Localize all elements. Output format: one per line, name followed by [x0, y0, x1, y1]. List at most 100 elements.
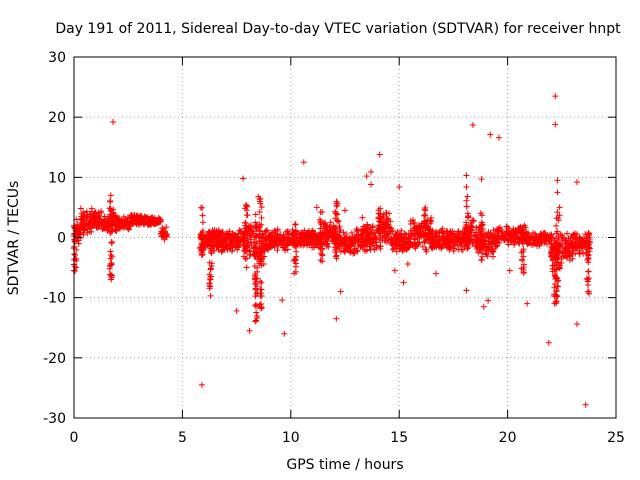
data-point	[479, 212, 486, 219]
data-point	[132, 216, 139, 223]
data-point	[321, 227, 328, 234]
data-point	[207, 248, 214, 255]
data-point	[420, 212, 427, 219]
data-point	[332, 225, 339, 232]
data-point	[552, 121, 559, 128]
data-point	[537, 230, 544, 237]
data-point	[77, 205, 84, 212]
data-point	[94, 224, 101, 231]
data-point	[118, 219, 125, 226]
data-point	[528, 242, 535, 249]
data-point	[434, 238, 441, 245]
data-point	[478, 256, 485, 263]
data-point	[253, 317, 260, 324]
data-point	[336, 223, 343, 230]
data-point	[244, 248, 251, 255]
tick-labels: 0 5 10 15 20 25 -30 -20 -10 0 10 20 30	[43, 50, 625, 446]
data-point	[490, 248, 497, 255]
data-point	[485, 297, 492, 304]
data-point	[80, 231, 87, 238]
x-tick-label: 0	[70, 430, 79, 446]
data-point	[553, 254, 560, 261]
data-point	[267, 237, 274, 244]
data-point	[219, 231, 226, 238]
data-point	[234, 246, 241, 253]
data-point	[429, 227, 436, 234]
data-point	[463, 172, 470, 179]
data-point	[494, 226, 501, 233]
data-point	[323, 243, 330, 250]
data-point	[553, 266, 560, 273]
data-point	[465, 230, 472, 237]
data-point	[548, 231, 555, 238]
data-point	[562, 252, 569, 259]
data-point	[258, 279, 265, 286]
data-point	[339, 238, 346, 245]
data-point	[208, 247, 215, 254]
data-point	[202, 242, 209, 249]
data-point	[258, 286, 265, 293]
data-point	[386, 210, 393, 217]
data-point	[377, 233, 384, 240]
data-point	[163, 233, 170, 240]
data-point	[488, 232, 495, 239]
data-point	[408, 233, 415, 240]
data-point	[326, 223, 333, 230]
data-point	[583, 237, 590, 244]
data-point	[308, 240, 315, 247]
data-point	[554, 278, 561, 285]
data-point	[162, 230, 169, 237]
data-point	[419, 225, 426, 232]
data-point	[240, 175, 247, 182]
data-point	[252, 238, 259, 245]
data-point	[214, 243, 221, 250]
data-point	[489, 248, 496, 255]
data-point	[398, 234, 405, 241]
data-point	[108, 222, 115, 229]
data-point	[93, 213, 100, 220]
data-point	[485, 238, 492, 245]
data-point	[506, 267, 513, 274]
data-point	[463, 183, 470, 190]
data-point	[452, 237, 459, 244]
data-point	[129, 214, 136, 221]
data-point	[528, 235, 535, 242]
data-point	[354, 248, 361, 255]
data-point	[403, 242, 410, 249]
data-point	[251, 263, 258, 270]
data-point	[317, 250, 324, 257]
data-point	[145, 215, 152, 222]
data-point	[106, 205, 113, 212]
data-point	[340, 229, 347, 236]
data-point	[401, 230, 408, 237]
data-point	[533, 233, 540, 240]
data-point	[275, 237, 282, 244]
data-point	[432, 233, 439, 240]
data-point	[107, 255, 114, 262]
data-point	[572, 230, 579, 237]
data-point	[151, 219, 158, 226]
data-point	[470, 218, 477, 225]
data-point	[488, 241, 495, 248]
data-point	[377, 211, 384, 218]
data-point	[84, 229, 91, 236]
data-point	[570, 246, 577, 253]
data-point	[583, 275, 590, 282]
x-tick-label: 20	[499, 430, 517, 446]
data-point	[505, 241, 512, 248]
data-point	[422, 246, 429, 253]
y-tick-label: 20	[48, 110, 66, 126]
data-point	[324, 236, 331, 243]
data-point	[332, 215, 339, 222]
data-point	[282, 237, 289, 244]
data-point	[300, 239, 307, 246]
data-point	[123, 217, 130, 224]
data-point	[520, 261, 527, 268]
data-point	[366, 235, 373, 242]
data-point	[538, 232, 545, 239]
data-point	[377, 224, 384, 231]
data-point	[538, 240, 545, 247]
data-point	[151, 215, 158, 222]
data-point	[401, 239, 408, 246]
